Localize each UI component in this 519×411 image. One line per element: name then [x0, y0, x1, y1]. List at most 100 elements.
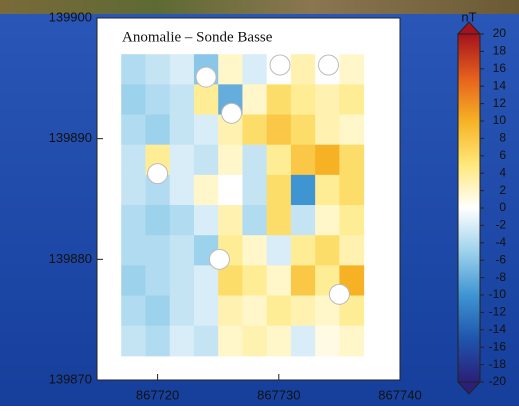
- heat-cell: [315, 235, 340, 266]
- colorbar-top-arrow: [456, 21, 482, 35]
- heat-cell: [242, 174, 268, 206]
- heat-cell: [315, 205, 340, 236]
- heat-cell: [266, 144, 292, 176]
- colorbar-tick-label: 16: [493, 61, 507, 75]
- heat-cell: [266, 295, 292, 327]
- colorbar-tick-label: 0: [499, 200, 506, 214]
- colorbar-tick-label: 12: [493, 96, 507, 110]
- heat-cell: [218, 295, 243, 327]
- heat-cell: [121, 265, 146, 297]
- heat-cell: [290, 325, 316, 357]
- colorbar-tick-label: 10: [493, 113, 507, 127]
- heat-cell: [145, 235, 171, 266]
- colorbar: [457, 33, 481, 383]
- heat-cell: [169, 265, 195, 297]
- x-tick-label: 867740: [378, 387, 421, 402]
- chart-title: Anomalie – Sonde Basse: [122, 29, 273, 45]
- heat-cell: [266, 205, 292, 236]
- heat-cell: [121, 205, 146, 236]
- heat-cell: [315, 114, 340, 146]
- heat-cell: [145, 114, 171, 146]
- heat-cell: [145, 265, 171, 297]
- heat-cell: [193, 325, 219, 357]
- heat-cell: [290, 144, 316, 176]
- heat-cell: [121, 325, 146, 357]
- sensor-marker: [195, 66, 217, 88]
- heat-cell: [242, 235, 268, 266]
- colorbar-tick-label: -4: [495, 235, 506, 249]
- heat-cell: [169, 84, 195, 116]
- heat-cell: [121, 174, 146, 206]
- colorbar-tick-label: 14: [493, 78, 507, 92]
- heat-cell: [266, 84, 292, 116]
- heat-cell: [218, 325, 243, 357]
- heat-cell: [218, 144, 243, 176]
- heat-cell: [169, 54, 195, 85]
- x-tick-label: 867730: [257, 387, 300, 402]
- heat-cell: [169, 205, 195, 236]
- satellite-strip: [0, 0, 519, 14]
- heat-cell: [266, 114, 292, 146]
- y-tick-label: 139890: [49, 130, 92, 145]
- colorbar-tick-label: -10: [489, 287, 507, 301]
- heat-cell: [242, 265, 268, 297]
- heat-cell: [121, 54, 146, 85]
- colorbar-tick-label: 4: [499, 165, 506, 179]
- heat-cell: [193, 114, 219, 146]
- heat-cell: [121, 114, 146, 146]
- sensor-marker: [269, 54, 291, 76]
- y-tick-label: 139880: [49, 251, 92, 266]
- heat-cell: [266, 265, 292, 297]
- heat-cell: [121, 235, 146, 266]
- heat-cell: [169, 144, 195, 176]
- heat-cell: [339, 114, 365, 146]
- colorbar-tick-label: -20: [489, 374, 507, 388]
- heat-cell: [339, 54, 365, 85]
- heat-cell: [242, 144, 268, 176]
- heat-cell: [169, 114, 195, 146]
- heat-cell: [121, 144, 146, 176]
- colorbar-bottom-arrow: [456, 381, 482, 395]
- heat-cell: [193, 174, 219, 206]
- heat-cell: [242, 84, 268, 116]
- colorbar-tick-label: -6: [495, 252, 506, 266]
- heat-cell: [339, 84, 365, 116]
- heat-cell: [290, 235, 316, 266]
- heat-cell: [242, 205, 268, 236]
- sensor-marker: [328, 283, 350, 305]
- heat-cell: [339, 325, 365, 357]
- heat-cell: [242, 114, 268, 146]
- colorbar-tick-label: -2: [495, 218, 506, 232]
- heat-cell: [339, 205, 365, 236]
- heat-cell: [242, 295, 268, 327]
- colorbar-tick-label: 2: [499, 183, 506, 197]
- heat-cell: [169, 325, 195, 357]
- sensor-marker: [221, 102, 243, 124]
- y-tick-label: 139870: [49, 371, 92, 386]
- heat-cell: [290, 205, 316, 236]
- heat-cell: [242, 54, 268, 85]
- colorbar-tick-label: -14: [489, 322, 507, 336]
- sensor-marker: [208, 248, 230, 270]
- colorbar-tick-label: -18: [489, 357, 507, 371]
- heat-cell: [266, 235, 292, 266]
- heat-cell: [290, 114, 316, 146]
- heat-cell: [339, 235, 365, 266]
- heat-cell: [290, 84, 316, 116]
- heat-cell: [193, 295, 219, 327]
- heat-cell: [290, 295, 316, 327]
- heat-cell: [315, 144, 340, 176]
- heat-cell: [290, 54, 316, 85]
- heat-cell: [169, 174, 195, 206]
- heat-cell: [145, 295, 171, 327]
- heat-cell: [193, 84, 219, 116]
- heat-cell: [169, 295, 195, 327]
- heat-cell: [218, 205, 243, 236]
- heat-cell: [145, 205, 171, 236]
- heat-cell: [315, 325, 340, 357]
- sensor-marker: [147, 163, 169, 185]
- heat-cell: [242, 325, 268, 357]
- heat-cell: [315, 174, 340, 206]
- colorbar-tick-label: 8: [499, 131, 506, 145]
